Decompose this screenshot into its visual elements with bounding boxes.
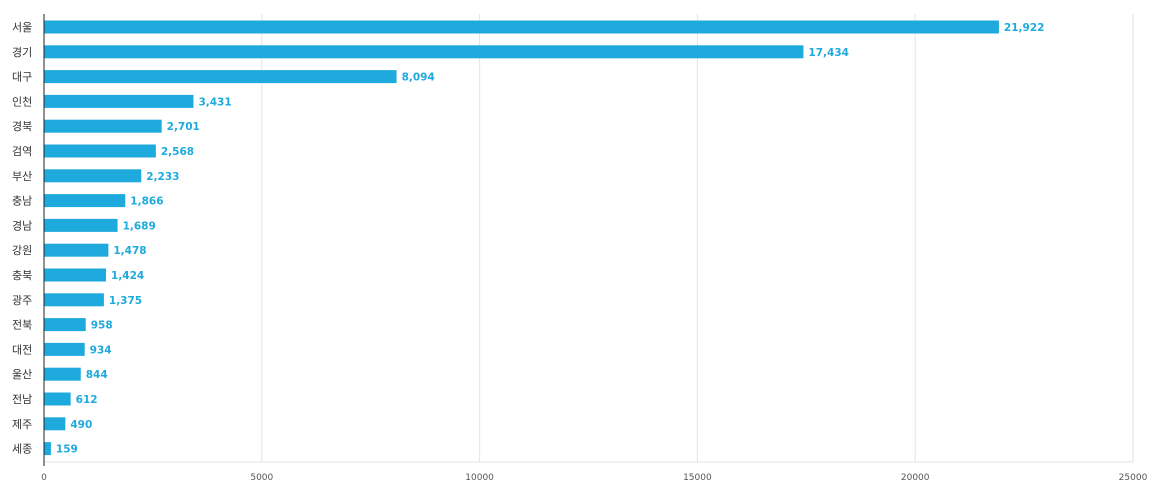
bar — [44, 268, 107, 282]
x-tick-label: 0 — [41, 473, 47, 483]
value-label: 1,866 — [130, 196, 163, 208]
category-label: 대전 — [12, 343, 32, 356]
x-tick-label: 15000 — [683, 473, 712, 483]
category-label: 울산 — [12, 368, 32, 381]
value-label: 1,424 — [111, 270, 144, 282]
bar — [44, 169, 142, 183]
bar — [44, 367, 81, 381]
value-label: 2,701 — [167, 121, 200, 133]
category-label: 전남 — [12, 393, 32, 406]
category-label: 충북 — [12, 269, 32, 282]
category-label: 제주 — [12, 418, 32, 431]
bar — [44, 144, 156, 158]
value-label: 934 — [90, 344, 112, 356]
value-label: 490 — [70, 419, 92, 431]
category-label: 대구 — [12, 71, 32, 84]
bar — [44, 243, 109, 257]
x-tick-label: 5000 — [250, 473, 273, 483]
value-labels: 21,922 17,434 8,094 3,431 2,701 2,568 2,233 1,8… — [56, 22, 1045, 456]
bar — [44, 70, 397, 84]
category-label: 광주 — [12, 294, 32, 307]
value-label: 159 — [56, 444, 78, 456]
value-label: 2,233 — [146, 171, 179, 183]
category-label: 세종 — [12, 443, 32, 456]
category-label: 검역 — [12, 145, 32, 158]
x-tick-label: 25000 — [1119, 473, 1148, 483]
bar — [44, 194, 126, 208]
value-label: 1,478 — [113, 245, 146, 257]
category-label: 경북 — [12, 120, 32, 133]
category-label: 부산 — [12, 170, 32, 183]
bar — [44, 442, 51, 456]
bar — [44, 293, 104, 307]
x-tick-label: 10000 — [465, 473, 494, 483]
value-label: 844 — [86, 369, 108, 381]
bar — [44, 20, 999, 34]
bars — [44, 20, 999, 456]
bar — [44, 318, 86, 332]
category-label: 서울 — [12, 21, 32, 34]
category-label: 전북 — [12, 319, 32, 332]
bar — [44, 94, 194, 108]
value-label: 3,431 — [198, 96, 231, 108]
category-label: 경남 — [12, 219, 32, 232]
value-label: 1,689 — [123, 220, 156, 232]
bar — [44, 417, 66, 431]
value-label: 8,094 — [402, 72, 435, 84]
bar — [44, 218, 118, 232]
value-label: 612 — [76, 394, 98, 406]
value-label: 21,922 — [1004, 22, 1045, 34]
value-label: 1,375 — [109, 295, 142, 307]
value-label: 958 — [91, 320, 113, 332]
value-label: 2,568 — [161, 146, 194, 158]
category-label: 강원 — [12, 244, 32, 257]
bar — [44, 45, 804, 59]
category-label: 경기 — [12, 46, 32, 59]
x-axis-ticks: 0 5000 10000 15000 20000 25000 — [41, 473, 1147, 483]
grid-lines — [44, 14, 1134, 463]
category-label: 인천 — [12, 94, 32, 108]
x-tick-label: 20000 — [901, 473, 930, 483]
bar — [44, 392, 71, 406]
bar — [44, 119, 162, 133]
value-label: 17,434 — [808, 47, 849, 59]
category-label: 충남 — [12, 195, 32, 208]
bar — [44, 342, 85, 356]
